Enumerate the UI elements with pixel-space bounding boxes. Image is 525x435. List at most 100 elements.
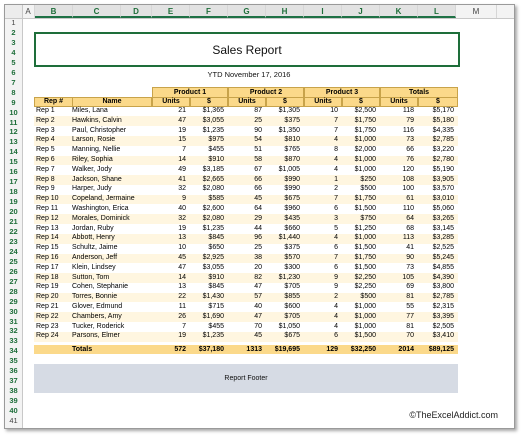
table-cell[interactable]: Rep 15 (36, 244, 59, 252)
table-cell[interactable]: $910 (208, 273, 224, 281)
table-cell[interactable]: 96 (254, 234, 262, 242)
table-cell[interactable]: Riley, Sophia (72, 156, 113, 163)
table-cell[interactable]: 82 (254, 273, 262, 281)
table-cell[interactable]: Schultz, Jaime (72, 244, 118, 252)
table-cell[interactable]: 2 (334, 293, 338, 301)
row-header[interactable]: 30 (9, 306, 18, 316)
table-cell[interactable]: $570 (284, 254, 300, 261)
table-cell[interactable]: 7 (182, 322, 186, 330)
row-header[interactable]: 39 (9, 396, 18, 406)
table-cell[interactable]: Jordan, Ruby (72, 224, 114, 232)
table-cell[interactable]: 76 (406, 156, 414, 163)
table-cell[interactable]: 21 (178, 107, 186, 114)
row-header[interactable]: 23 (9, 236, 18, 246)
table-cell[interactable]: Rep 23 (36, 322, 59, 330)
table-cell[interactable]: 64 (254, 205, 262, 212)
table-cell[interactable]: 2 (334, 185, 338, 193)
row-header[interactable]: 26 (9, 266, 18, 276)
table-cell[interactable]: 6 (334, 332, 338, 340)
table-cell[interactable]: Hawkins, Calvin (72, 116, 122, 124)
column-header-e[interactable]: E (152, 5, 190, 18)
table-cell[interactable]: 6 (334, 244, 338, 252)
table-cell[interactable]: 5 (334, 224, 338, 232)
table-cell[interactable]: $2,665 (202, 175, 224, 183)
column-header-a[interactable]: A (22, 5, 35, 18)
table-cell[interactable]: 87 (254, 107, 262, 114)
row-header[interactable]: 33 (9, 336, 18, 346)
row-header[interactable]: 24 (9, 246, 18, 256)
table-cell[interactable]: Jackson, Shane (72, 175, 122, 183)
table-cell[interactable]: 1 (334, 175, 338, 183)
table-cell[interactable]: $4,855 (432, 263, 454, 271)
table-cell[interactable]: $675 (284, 195, 300, 203)
table-cell[interactable]: 9 (334, 283, 338, 291)
table-cell[interactable]: $1,000 (354, 234, 376, 242)
table-cell[interactable]: 10 (330, 107, 338, 114)
table-cell[interactable]: $500 (360, 293, 376, 301)
table-cell[interactable]: 54 (254, 136, 262, 144)
row-header[interactable]: 34 (9, 346, 18, 356)
table-cell[interactable]: $990 (284, 175, 300, 183)
table-cell[interactable]: $1,305 (278, 107, 300, 114)
column-header-l[interactable]: L (418, 5, 456, 18)
table-cell[interactable]: $910 (208, 156, 224, 163)
row-header[interactable]: 20 (9, 207, 18, 217)
table-cell[interactable]: $1,365 (202, 107, 224, 114)
table-cell[interactable]: $3,905 (432, 175, 454, 183)
table-cell[interactable]: $2,250 (354, 273, 376, 281)
table-cell[interactable]: 116 (402, 126, 414, 134)
table-cell[interactable]: 81 (406, 293, 414, 301)
table-cell[interactable]: $1,440 (278, 234, 300, 242)
table-cell[interactable]: 10 (178, 244, 186, 252)
table-cell[interactable]: 49 (178, 165, 186, 173)
table-cell[interactable]: 110 (402, 205, 414, 212)
table-cell[interactable]: $3,265 (432, 214, 454, 222)
row-header[interactable]: 40 (9, 406, 18, 416)
table-cell[interactable]: Rep 16 (36, 254, 59, 261)
table-cell[interactable]: $1,750 (354, 195, 376, 203)
row-header[interactable]: 35 (9, 356, 18, 366)
table-cell[interactable]: 40 (254, 303, 262, 310)
table-cell[interactable]: 22 (178, 293, 186, 301)
table-cell[interactable]: $3,220 (432, 146, 454, 154)
table-cell[interactable]: Rep 12 (36, 214, 59, 222)
table-cell[interactable]: $3,800 (432, 283, 454, 291)
table-cell[interactable]: 6 (334, 205, 338, 212)
table-cell[interactable]: $1,500 (354, 263, 376, 271)
table-cell[interactable]: Rep 11 (36, 205, 59, 212)
row-header[interactable]: 1 (11, 18, 16, 27)
table-cell[interactable]: $705 (284, 312, 300, 320)
table-cell[interactable]: $975 (208, 136, 224, 144)
totals-cell[interactable]: Totals (72, 345, 93, 353)
table-cell[interactable]: $1,235 (202, 126, 224, 134)
table-cell[interactable]: 32 (178, 214, 186, 222)
table-cell[interactable]: $3,055 (202, 263, 224, 271)
table-cell[interactable]: Rep 3 (36, 126, 55, 134)
table-cell[interactable]: 14 (178, 273, 186, 281)
table-cell[interactable]: 20 (254, 263, 262, 271)
row-header[interactable]: 10 (9, 107, 18, 117)
table-cell[interactable]: Rep 8 (36, 175, 55, 183)
table-cell[interactable]: 66 (254, 175, 262, 183)
table-cell[interactable]: $1,350 (278, 126, 300, 134)
row-header[interactable]: 4 (11, 47, 16, 57)
row-header[interactable]: 22 (9, 226, 18, 236)
row-header[interactable]: 6 (11, 67, 16, 77)
table-cell[interactable]: 68 (406, 224, 414, 232)
table-cell[interactable]: 61 (406, 195, 414, 203)
table-cell[interactable]: Paul, Christopher (72, 126, 127, 134)
table-cell[interactable]: Harper, Judy (72, 185, 112, 193)
table-cell[interactable]: $2,250 (354, 283, 376, 291)
table-cell[interactable]: Rep 20 (36, 293, 59, 301)
table-cell[interactable]: 70 (254, 322, 262, 330)
table-cell[interactable]: Rep 14 (36, 234, 59, 242)
table-cell[interactable]: $715 (208, 303, 224, 310)
row-header[interactable]: 38 (9, 386, 18, 396)
row-header[interactable]: 15 (9, 157, 18, 167)
table-cell[interactable]: $845 (208, 283, 224, 291)
table-cell[interactable]: $2,000 (354, 146, 376, 154)
table-cell[interactable]: 7 (334, 254, 338, 261)
table-cell[interactable]: 81 (406, 322, 414, 330)
totals-cell[interactable]: 2014 (398, 345, 414, 353)
table-cell[interactable]: 118 (402, 107, 414, 114)
